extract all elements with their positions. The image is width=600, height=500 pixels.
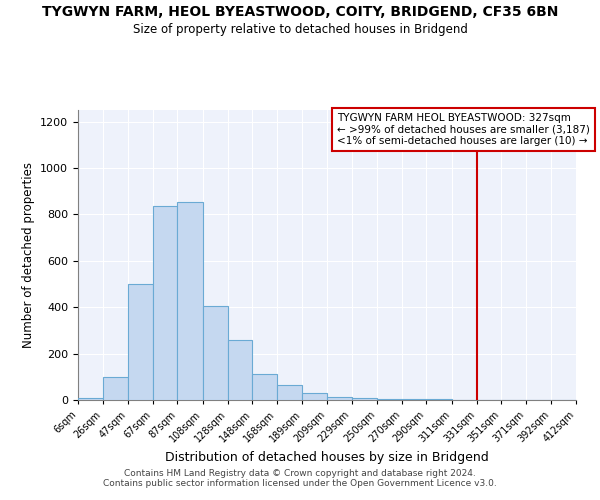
Bar (103, 377, 128, 400)
Bar (252, 374, 277, 400)
Y-axis label: Number of detached properties: Number of detached properties (22, 162, 35, 348)
Bar (227, 340, 252, 400)
Text: Contains public sector information licensed under the Open Government Licence v3: Contains public sector information licen… (103, 478, 497, 488)
Bar (427, 399, 452, 400)
X-axis label: Distribution of detached houses by size in Bridgend: Distribution of detached houses by size … (165, 451, 489, 464)
Bar (277, 385, 302, 400)
Bar (302, 393, 327, 400)
Text: TYGWYN FARM HEOL BYEASTWOOD: 327sqm
← >99% of detached houses are smaller (3,187: TYGWYN FARM HEOL BYEASTWOOD: 327sqm ← >9… (337, 113, 590, 146)
Bar (153, 206, 178, 400)
Bar (78, 398, 103, 400)
Bar (352, 398, 377, 400)
Bar (203, 306, 227, 400)
Bar (402, 399, 427, 400)
Text: Contains HM Land Registry data © Crown copyright and database right 2024.: Contains HM Land Registry data © Crown c… (124, 468, 476, 477)
Bar (327, 396, 352, 400)
Bar (128, 284, 153, 400)
Text: Size of property relative to detached houses in Bridgend: Size of property relative to detached ho… (133, 22, 467, 36)
Text: TYGWYN FARM, HEOL BYEASTWOOD, COITY, BRIDGEND, CF35 6BN: TYGWYN FARM, HEOL BYEASTWOOD, COITY, BRI… (42, 5, 558, 19)
Bar (377, 399, 402, 400)
Bar (178, 202, 203, 400)
